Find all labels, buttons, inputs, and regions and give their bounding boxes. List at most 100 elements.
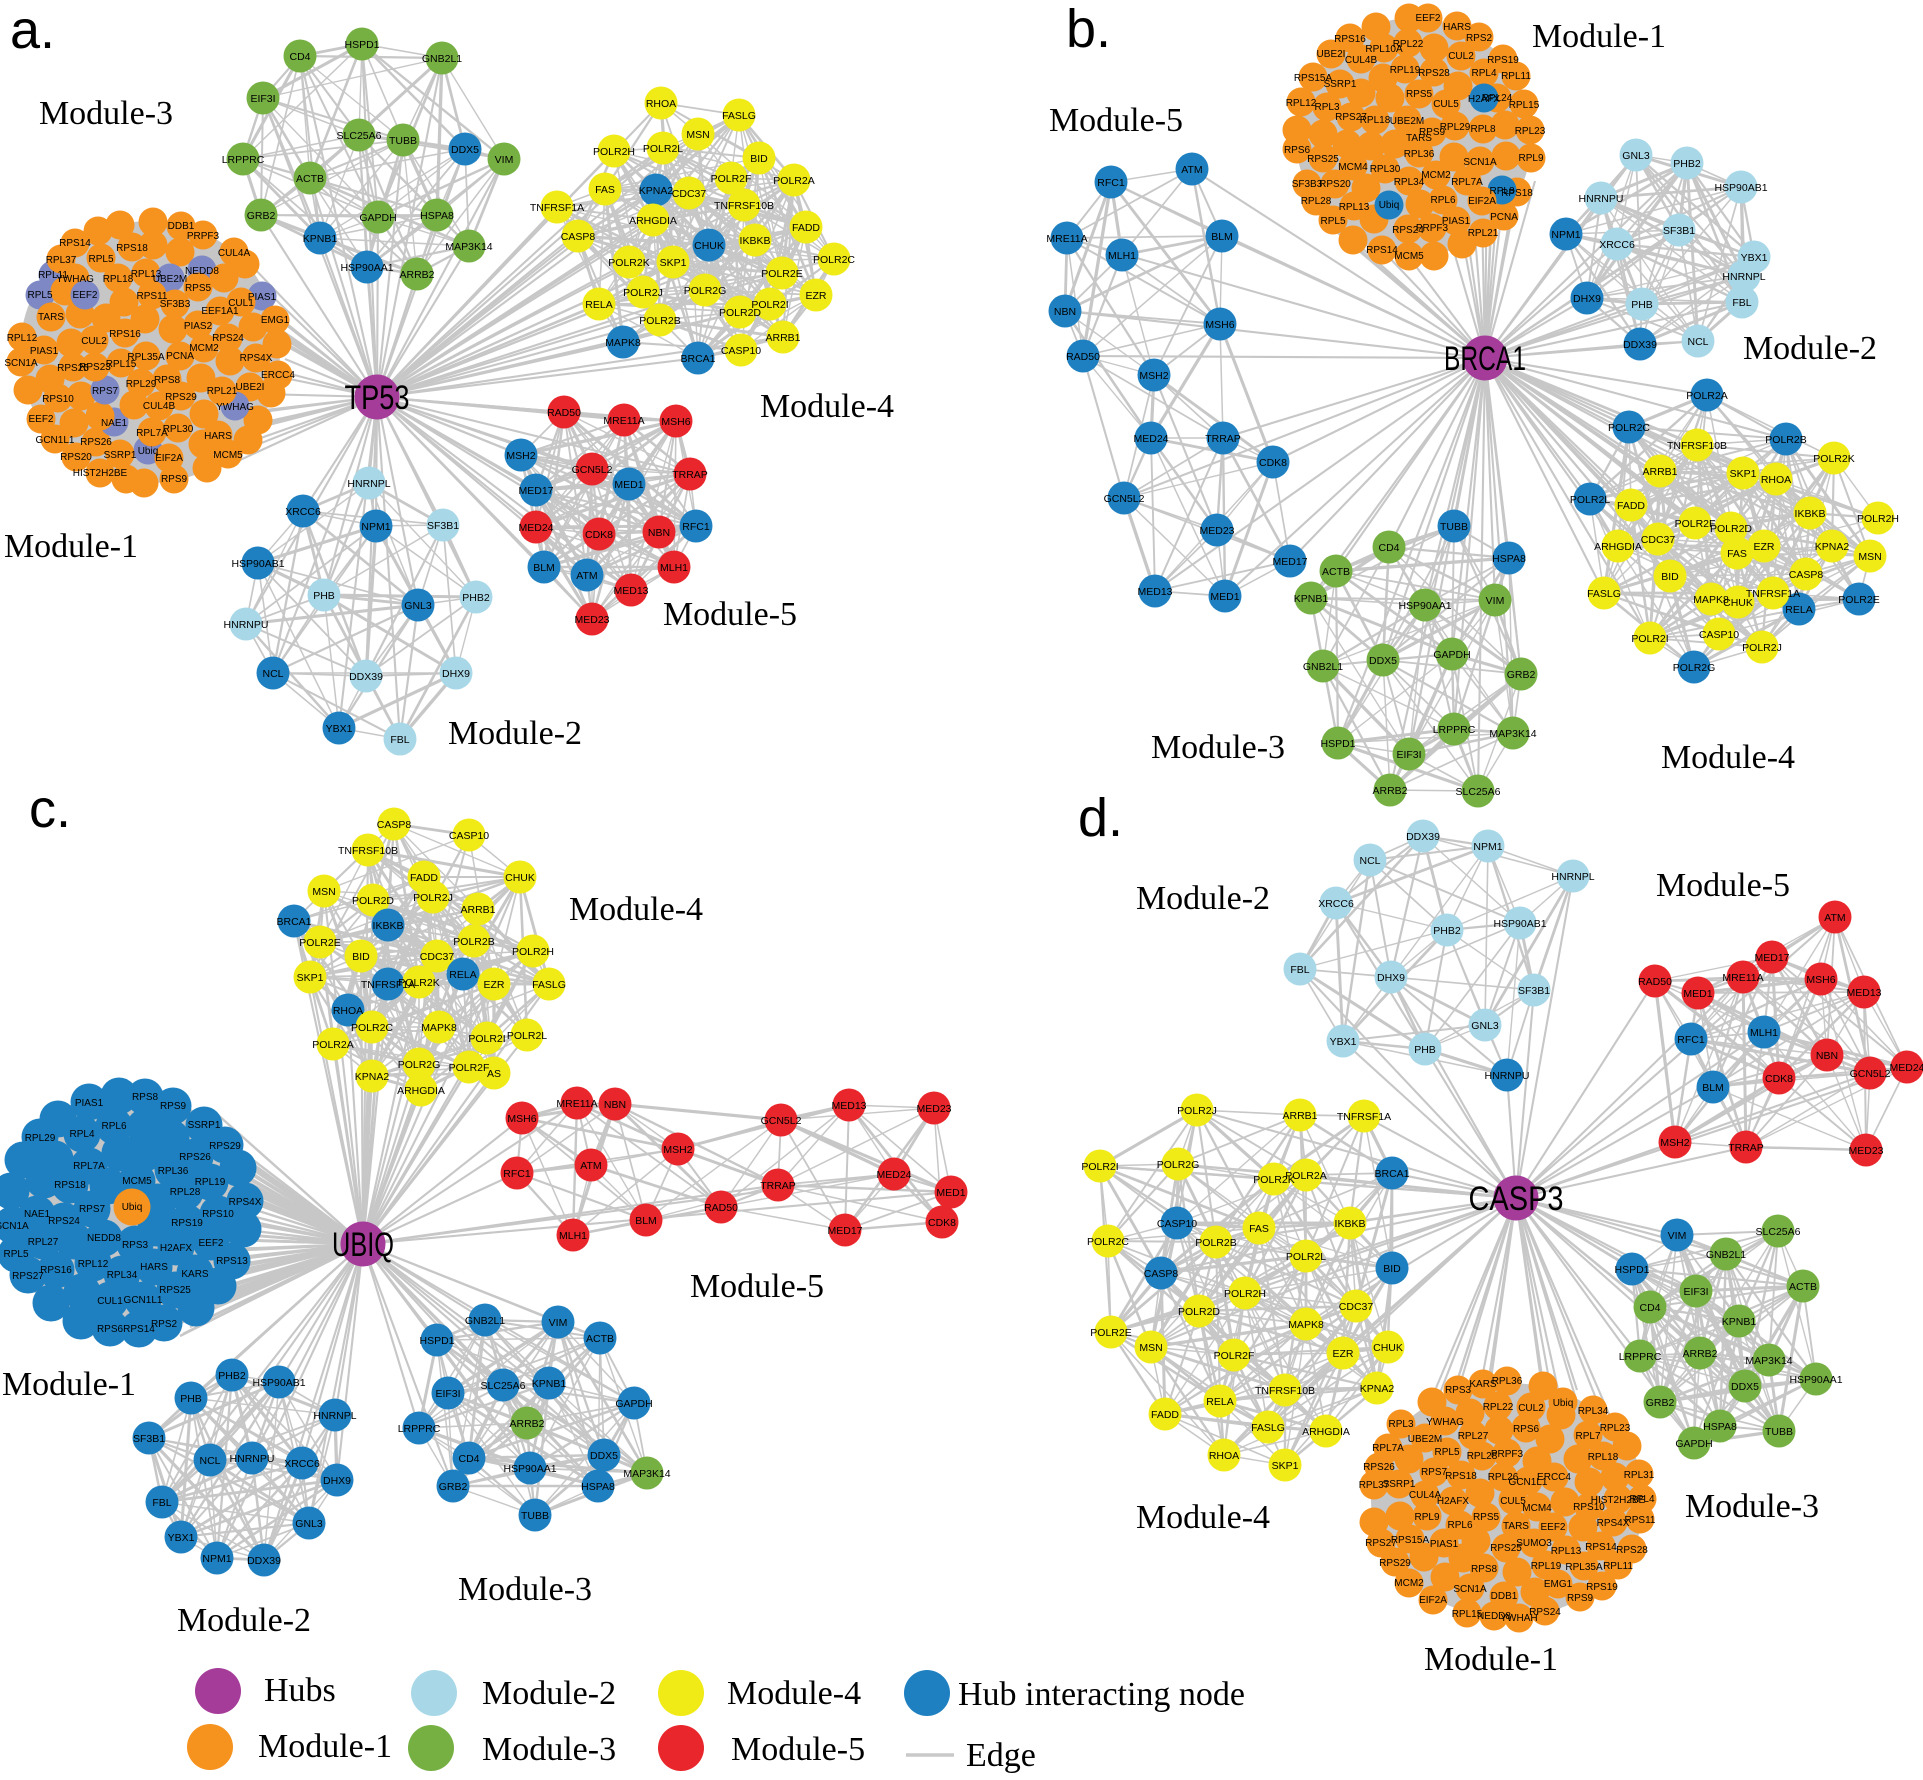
svg-text:FASLG: FASLG [722,110,756,122]
svg-text:RPS9: RPS9 [160,1101,187,1112]
svg-text:Module-4: Module-4 [569,891,703,928]
svg-text:MSN: MSN [1139,1342,1162,1354]
svg-text:YWHAG: YWHAG [216,402,254,413]
svg-text:Module-1: Module-1 [258,1728,392,1765]
svg-text:SCN1A: SCN1A [4,358,38,369]
svg-text:MSH6: MSH6 [661,416,690,428]
svg-text:MAPK8: MAPK8 [421,1022,457,1034]
svg-text:SF3B3: SF3B3 [160,299,191,310]
svg-text:FAS: FAS [1727,548,1747,560]
svg-text:H2AFX: H2AFX [1468,94,1501,105]
svg-text:GCN1L1: GCN1L1 [36,435,75,446]
svg-text:HNRNPL: HNRNPL [347,478,390,490]
svg-text:POLR2K: POLR2K [608,257,649,269]
svg-text:CD4: CD4 [458,1453,479,1465]
svg-text:ARRB1: ARRB1 [765,332,800,344]
svg-text:CASP10: CASP10 [449,830,489,842]
svg-text:MED23: MED23 [916,1103,951,1115]
svg-text:Hubs: Hubs [264,1672,336,1709]
svg-text:CASP8: CASP8 [561,231,596,243]
svg-text:CDC37: CDC37 [1641,534,1676,546]
svg-text:POLR2J: POLR2J [1177,1105,1217,1117]
svg-text:ARHGDIA: ARHGDIA [1594,541,1642,553]
svg-text:HNRNPU: HNRNPU [224,619,269,631]
svg-text:Module-1: Module-1 [4,528,138,565]
svg-text:CASP8: CASP8 [377,819,412,831]
svg-text:Module-1: Module-1 [1532,18,1666,55]
svg-text:TNFRSF1A: TNFRSF1A [1746,588,1800,600]
svg-text:MCM5: MCM5 [122,1176,152,1187]
svg-text:POLR2I: POLR2I [468,1033,505,1045]
svg-text:Module-3: Module-3 [458,1571,592,1608]
svg-text:POLR2E: POLR2E [1838,594,1879,606]
svg-text:GCN5L2: GCN5L2 [572,464,613,476]
svg-text:TNFRSF10B: TNFRSF10B [1255,1385,1315,1397]
svg-text:RPL12: RPL12 [1286,98,1317,109]
svg-text:POLR2D: POLR2D [1710,523,1752,535]
svg-text:MED23: MED23 [1848,1145,1883,1157]
svg-text:HNRNPU: HNRNPU [230,1453,275,1465]
svg-text:Module-5: Module-5 [1049,102,1183,139]
svg-text:HSPD1: HSPD1 [344,39,379,51]
svg-text:GNB2L1: GNB2L1 [1706,1249,1746,1261]
svg-text:GRB2: GRB2 [247,210,276,222]
svg-text:RPL19: RPL19 [1531,1561,1562,1572]
svg-text:BLM: BLM [635,1215,657,1227]
svg-text:BLM: BLM [533,562,555,574]
svg-text:RPS4X: RPS4X [240,353,273,364]
svg-text:BID: BID [750,153,768,165]
svg-text:RPS6: RPS6 [97,1324,124,1335]
svg-text:DDX5: DDX5 [1369,655,1397,667]
svg-text:MSN: MSN [1858,551,1881,563]
svg-text:RPL3: RPL3 [1388,1419,1413,1430]
svg-text:RPL27: RPL27 [1458,1431,1489,1442]
svg-text:Module-2: Module-2 [482,1675,616,1712]
svg-text:RPS25: RPS25 [159,1285,191,1296]
svg-text:Module-4: Module-4 [760,388,894,425]
svg-text:XRCC6: XRCC6 [285,506,321,518]
svg-text:GAPDH: GAPDH [1675,1438,1712,1450]
svg-text:HSPA8: HSPA8 [581,1481,615,1493]
svg-text:RPS10: RPS10 [1573,1502,1605,1513]
svg-text:RPS15A: RPS15A [1391,1535,1430,1546]
svg-text:POLR2A: POLR2A [1285,1170,1326,1182]
svg-text:Module-3: Module-3 [39,95,173,132]
svg-text:GRB2: GRB2 [1507,669,1536,681]
svg-text:RPL29: RPL29 [126,379,157,390]
svg-text:CD4: CD4 [289,51,310,63]
svg-text:BRCA1: BRCA1 [1374,1168,1409,1180]
svg-text:UBIQ: UBIQ [332,1226,394,1264]
svg-text:KARS: KARS [181,1269,209,1280]
svg-text:CUL5: CUL5 [1500,1496,1526,1507]
svg-text:RPL5: RPL5 [1434,1447,1459,1458]
svg-text:EIF2A: EIF2A [155,453,183,464]
svg-text:POLR2E: POLR2E [761,268,802,280]
svg-text:UBE2I: UBE2I [236,382,265,393]
svg-text:ATM: ATM [1181,164,1202,176]
svg-text:POLR2G: POLR2G [398,1059,441,1071]
svg-text:FASLG: FASLG [1587,588,1621,600]
svg-text:RPS5: RPS5 [185,283,212,294]
svg-text:SLC25A6: SLC25A6 [1756,1226,1801,1238]
svg-text:Module-5: Module-5 [690,1268,824,1305]
svg-text:POLR2E: POLR2E [299,937,340,949]
svg-text:Ubiq: Ubiq [1379,200,1400,211]
svg-text:GRB2: GRB2 [439,1481,468,1493]
svg-text:MSH2: MSH2 [506,450,535,462]
svg-text:VIM: VIM [1668,1230,1687,1242]
svg-text:IKBKB: IKBKB [1335,1218,1366,1230]
svg-text:RELA: RELA [1206,1396,1233,1408]
svg-text:RPS24: RPS24 [1392,225,1424,236]
svg-text:MLH1: MLH1 [559,1230,587,1242]
svg-text:GCN5L2: GCN5L2 [1104,493,1145,505]
svg-text:SCN1A: SCN1A [0,1221,29,1232]
svg-text:RPL27: RPL27 [28,1237,59,1248]
svg-text:RPS28: RPS28 [1418,68,1450,79]
svg-text:TRRAP: TRRAP [672,469,708,481]
svg-text:MAPK8: MAPK8 [605,337,641,349]
svg-text:RPL37: RPL37 [46,255,77,266]
svg-text:POLR2D: POLR2D [1178,1306,1220,1318]
svg-text:SCN1A: SCN1A [1453,1584,1487,1595]
svg-text:MLH1: MLH1 [1750,1027,1778,1039]
svg-text:MED13: MED13 [613,585,648,597]
